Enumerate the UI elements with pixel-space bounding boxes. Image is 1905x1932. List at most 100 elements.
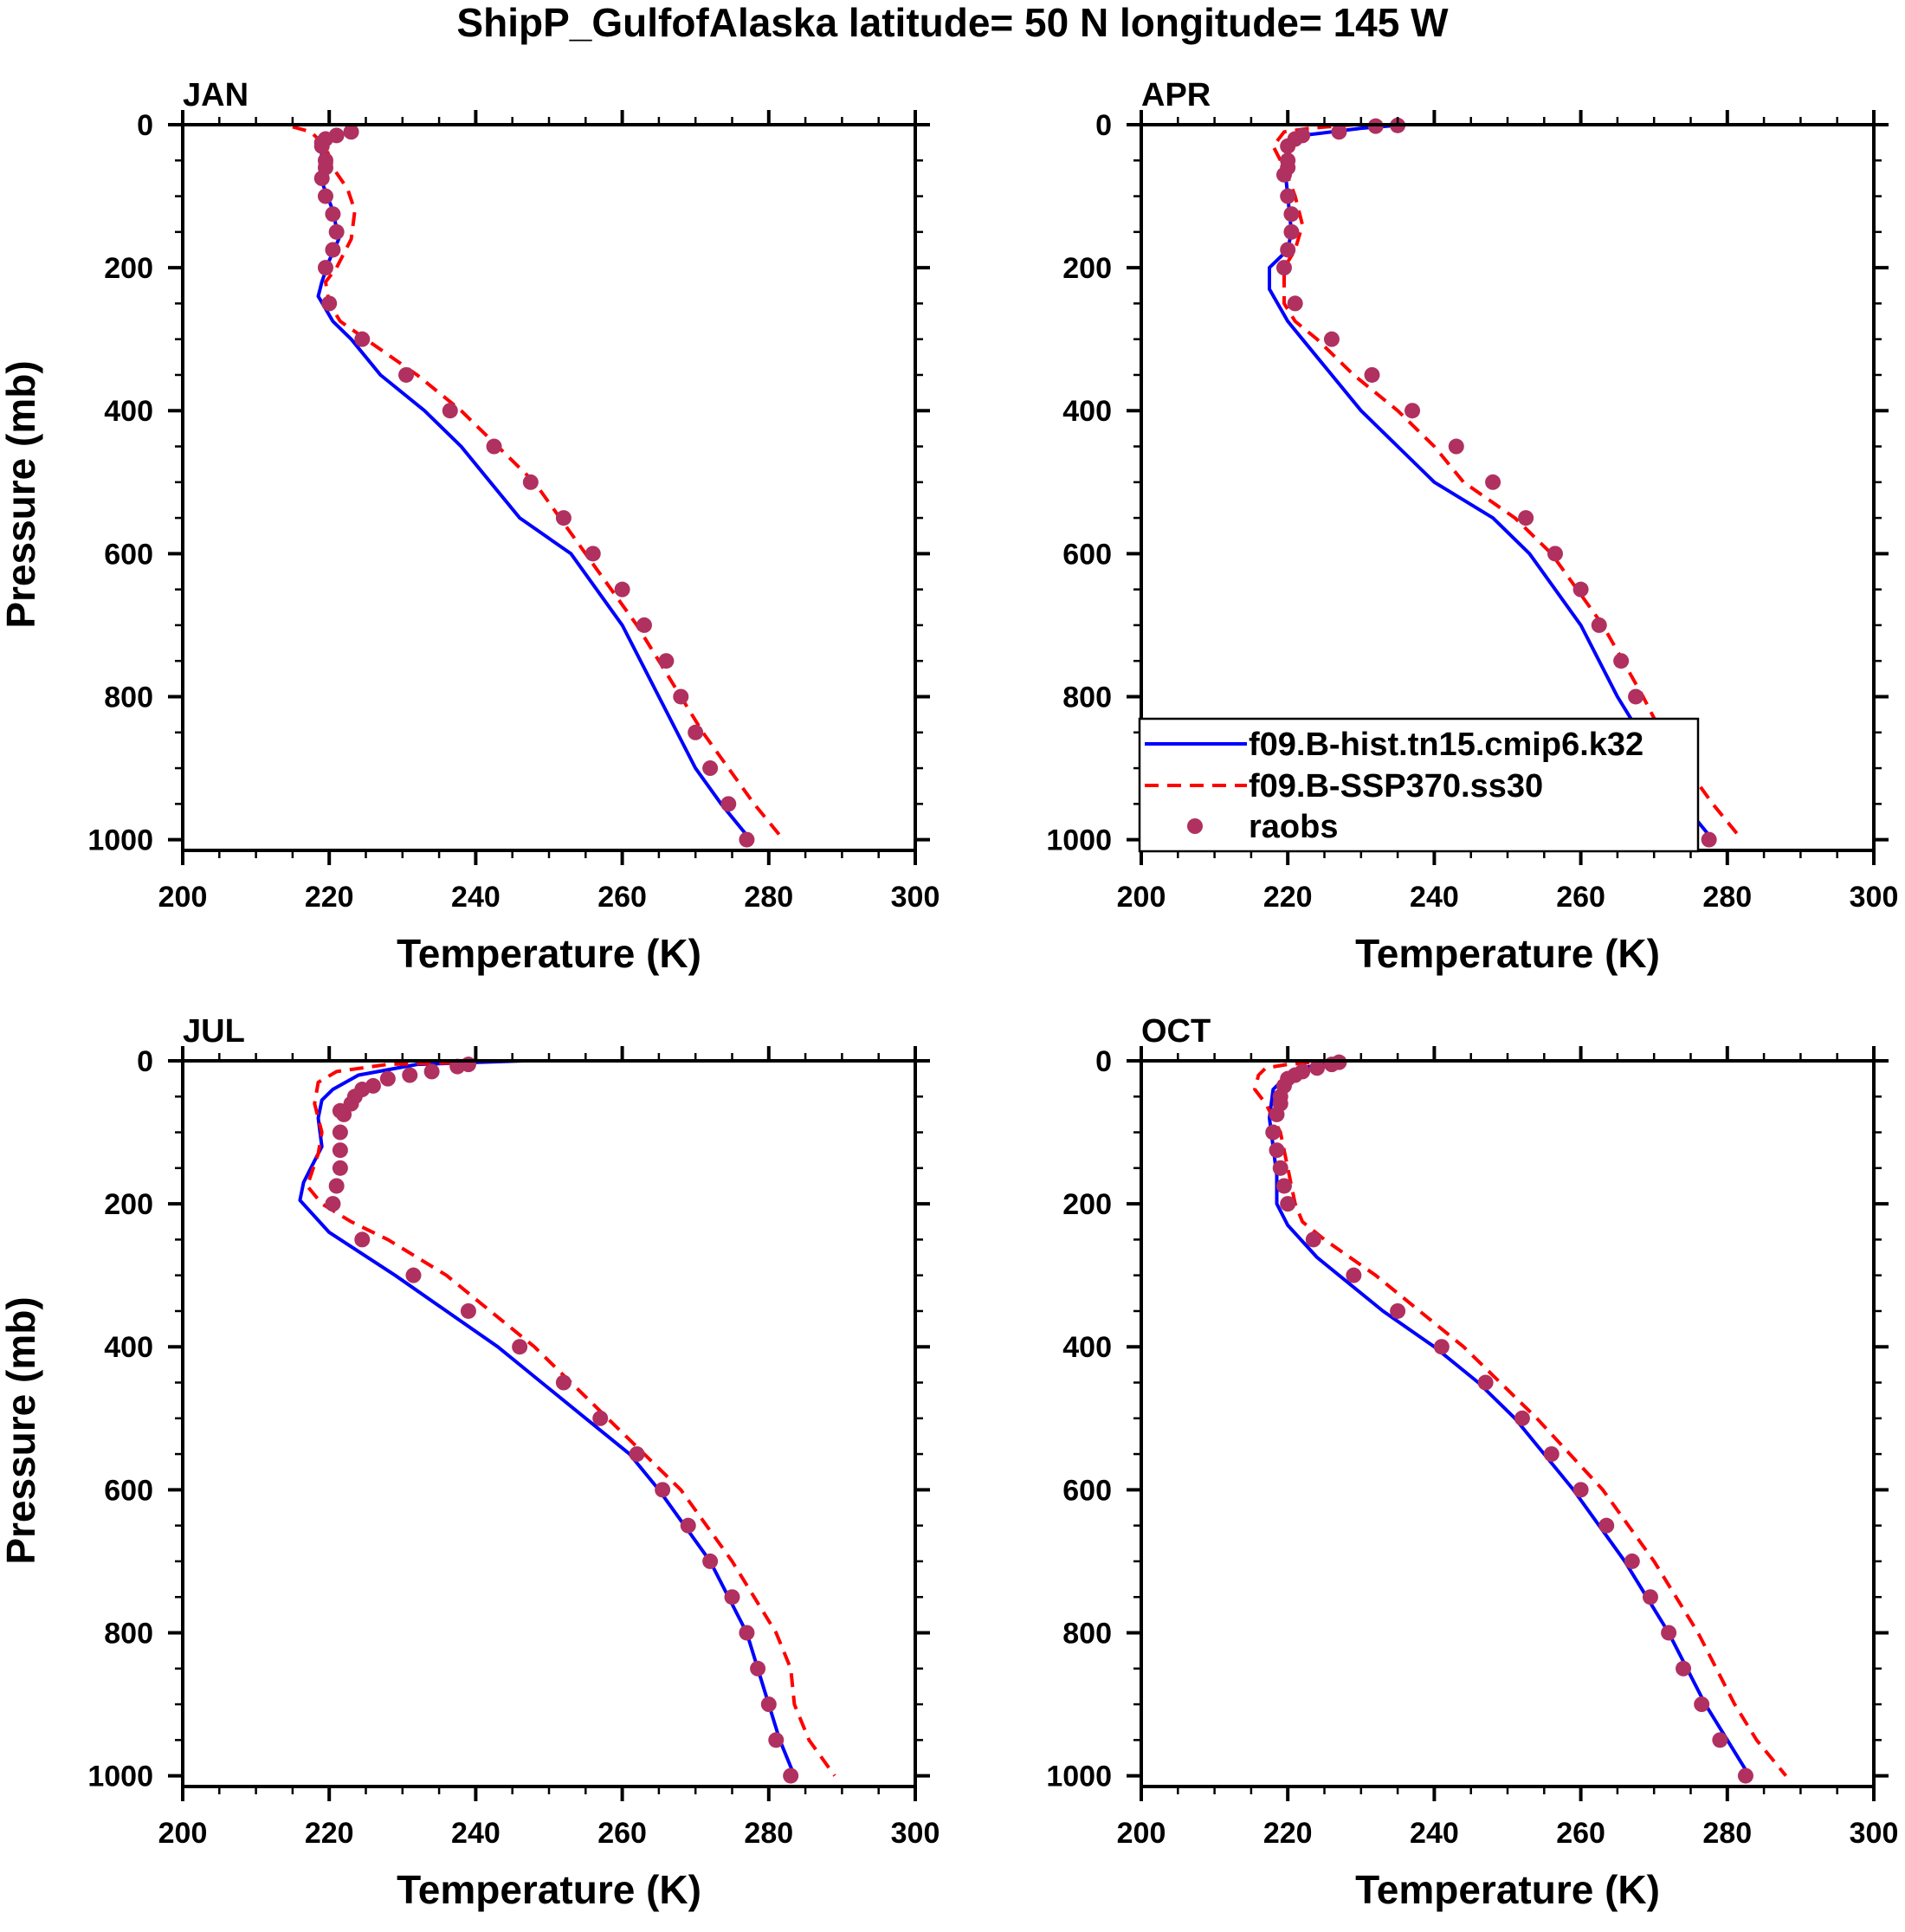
legend-label: f09.B-SSP370.ss30 [1249,768,1543,804]
raobs-point [1514,1410,1530,1426]
raobs-point [1275,166,1292,183]
x-tick-label: 260 [597,881,647,914]
raobs-point [1283,223,1300,240]
panel-oct: 200 220 240 260 280 300 0 200 400 600 800 1000 OCT Te… [1046,1013,1898,1912]
y-tick-label: 600 [104,538,153,571]
raobs-point [354,331,371,347]
raobs-point [1694,1696,1710,1713]
y-tick-label: 0 [1095,1045,1112,1078]
x-tick-label: 300 [1850,881,1899,914]
legend-label: raobs [1249,809,1338,845]
raobs-point [460,1302,476,1319]
raobs-point [332,1160,348,1176]
x-tick-label: 260 [1556,881,1605,914]
x-tick-label: 280 [744,881,793,914]
raobs-point [317,260,333,276]
x-tick-label: 240 [451,1817,500,1850]
raobs-point [1305,1231,1321,1248]
panel-title: APR [1141,77,1211,113]
raobs-point [1448,438,1464,455]
raobs-point [1309,1060,1326,1076]
raobs-point [1661,1625,1677,1641]
x-tick-label: 300 [891,1817,940,1850]
raobs-point [584,546,601,562]
y-tick-label: 400 [104,1331,153,1364]
x-axis-label: Temperature (K) [397,931,701,976]
y-tick-label: 600 [1062,538,1112,571]
series-hist-line [1268,1061,1751,1777]
raobs-point [1572,581,1589,598]
raobs-point [673,688,689,705]
y-tick-label: 1000 [87,1761,153,1793]
y-tick-label: 800 [1062,681,1112,714]
raobs-point [1280,138,1296,154]
raobs-point [325,206,341,223]
raobs-point [636,617,652,633]
raobs-point [402,1067,418,1083]
x-axis-label: Temperature (K) [397,1867,701,1912]
panel-title: JAN [183,77,249,113]
y-tick-label: 200 [104,252,153,285]
raobs-point [1405,403,1421,419]
raobs-point [1477,1374,1494,1391]
figure-title: ShipP_GulfofAlaska latitude= 50 N longit… [456,0,1449,45]
raobs-point [1676,1660,1692,1677]
raobs-point [313,170,330,186]
raobs-point [1283,206,1300,223]
y-tick-label: 200 [104,1188,153,1221]
series-ssp370-line [292,125,785,841]
raobs-point [680,1517,696,1534]
raobs-point [343,124,359,140]
raobs-point [1390,1302,1406,1319]
raobs-point [379,1070,396,1087]
raobs-point [449,1058,466,1075]
series-ssp370-line [305,1061,836,1777]
x-tick-label: 200 [158,881,208,914]
raobs-point [354,1231,371,1248]
x-tick-label: 220 [1263,1817,1313,1850]
plot-frame [1140,1059,1876,1788]
raobs-point [1613,653,1630,669]
raobs-point [522,474,539,490]
panel-jul: 200 220 240 260 280 300 0 200 400 600 800 1000 JUL Te… [0,1013,940,1912]
y-tick-label: 400 [1062,395,1112,428]
raobs-point [1331,124,1347,140]
y-tick-label: 200 [1062,252,1112,285]
raobs-point [1433,1339,1450,1355]
panel-title: OCT [1141,1013,1211,1050]
raobs-point [783,1767,799,1784]
x-tick-label: 280 [744,1817,793,1850]
y-axis-label: Pressure (mb) [0,360,43,628]
x-tick-label: 220 [305,881,354,914]
raobs-point [555,510,572,527]
raobs-point [1518,510,1534,527]
raobs-point [1280,242,1296,258]
raobs-point [1287,295,1303,312]
x-axis-label: Temperature (K) [1355,931,1660,976]
raobs-point [423,1063,440,1080]
x-tick-label: 220 [1263,881,1313,914]
x-tick-label: 260 [597,1817,647,1850]
raobs-point [1598,1517,1615,1534]
legend-box [1138,717,1700,853]
raobs-point [760,1696,777,1713]
raobs-point [1712,1732,1728,1748]
raobs-point [688,724,704,740]
x-tick-label: 200 [1117,881,1166,914]
legend-label: f09.B-hist.tn15.cmip6.k32 [1249,727,1643,763]
raobs-point [1280,1196,1296,1212]
raobs-point [1346,1267,1362,1283]
raobs-point [1280,188,1296,204]
y-tick-label: 1000 [87,824,153,857]
raobs-point [1275,1178,1292,1194]
y-tick-label: 600 [1062,1474,1112,1507]
raobs-point [398,366,415,383]
series-ssp370-line [1271,125,1744,841]
y-axis-label: Pressure (mb) [0,1296,43,1564]
x-tick-label: 200 [1117,1817,1166,1850]
x-tick-label: 280 [1702,881,1752,914]
raobs-point [313,138,330,154]
y-tick-label: 0 [1095,109,1112,142]
raobs-point [405,1267,422,1283]
